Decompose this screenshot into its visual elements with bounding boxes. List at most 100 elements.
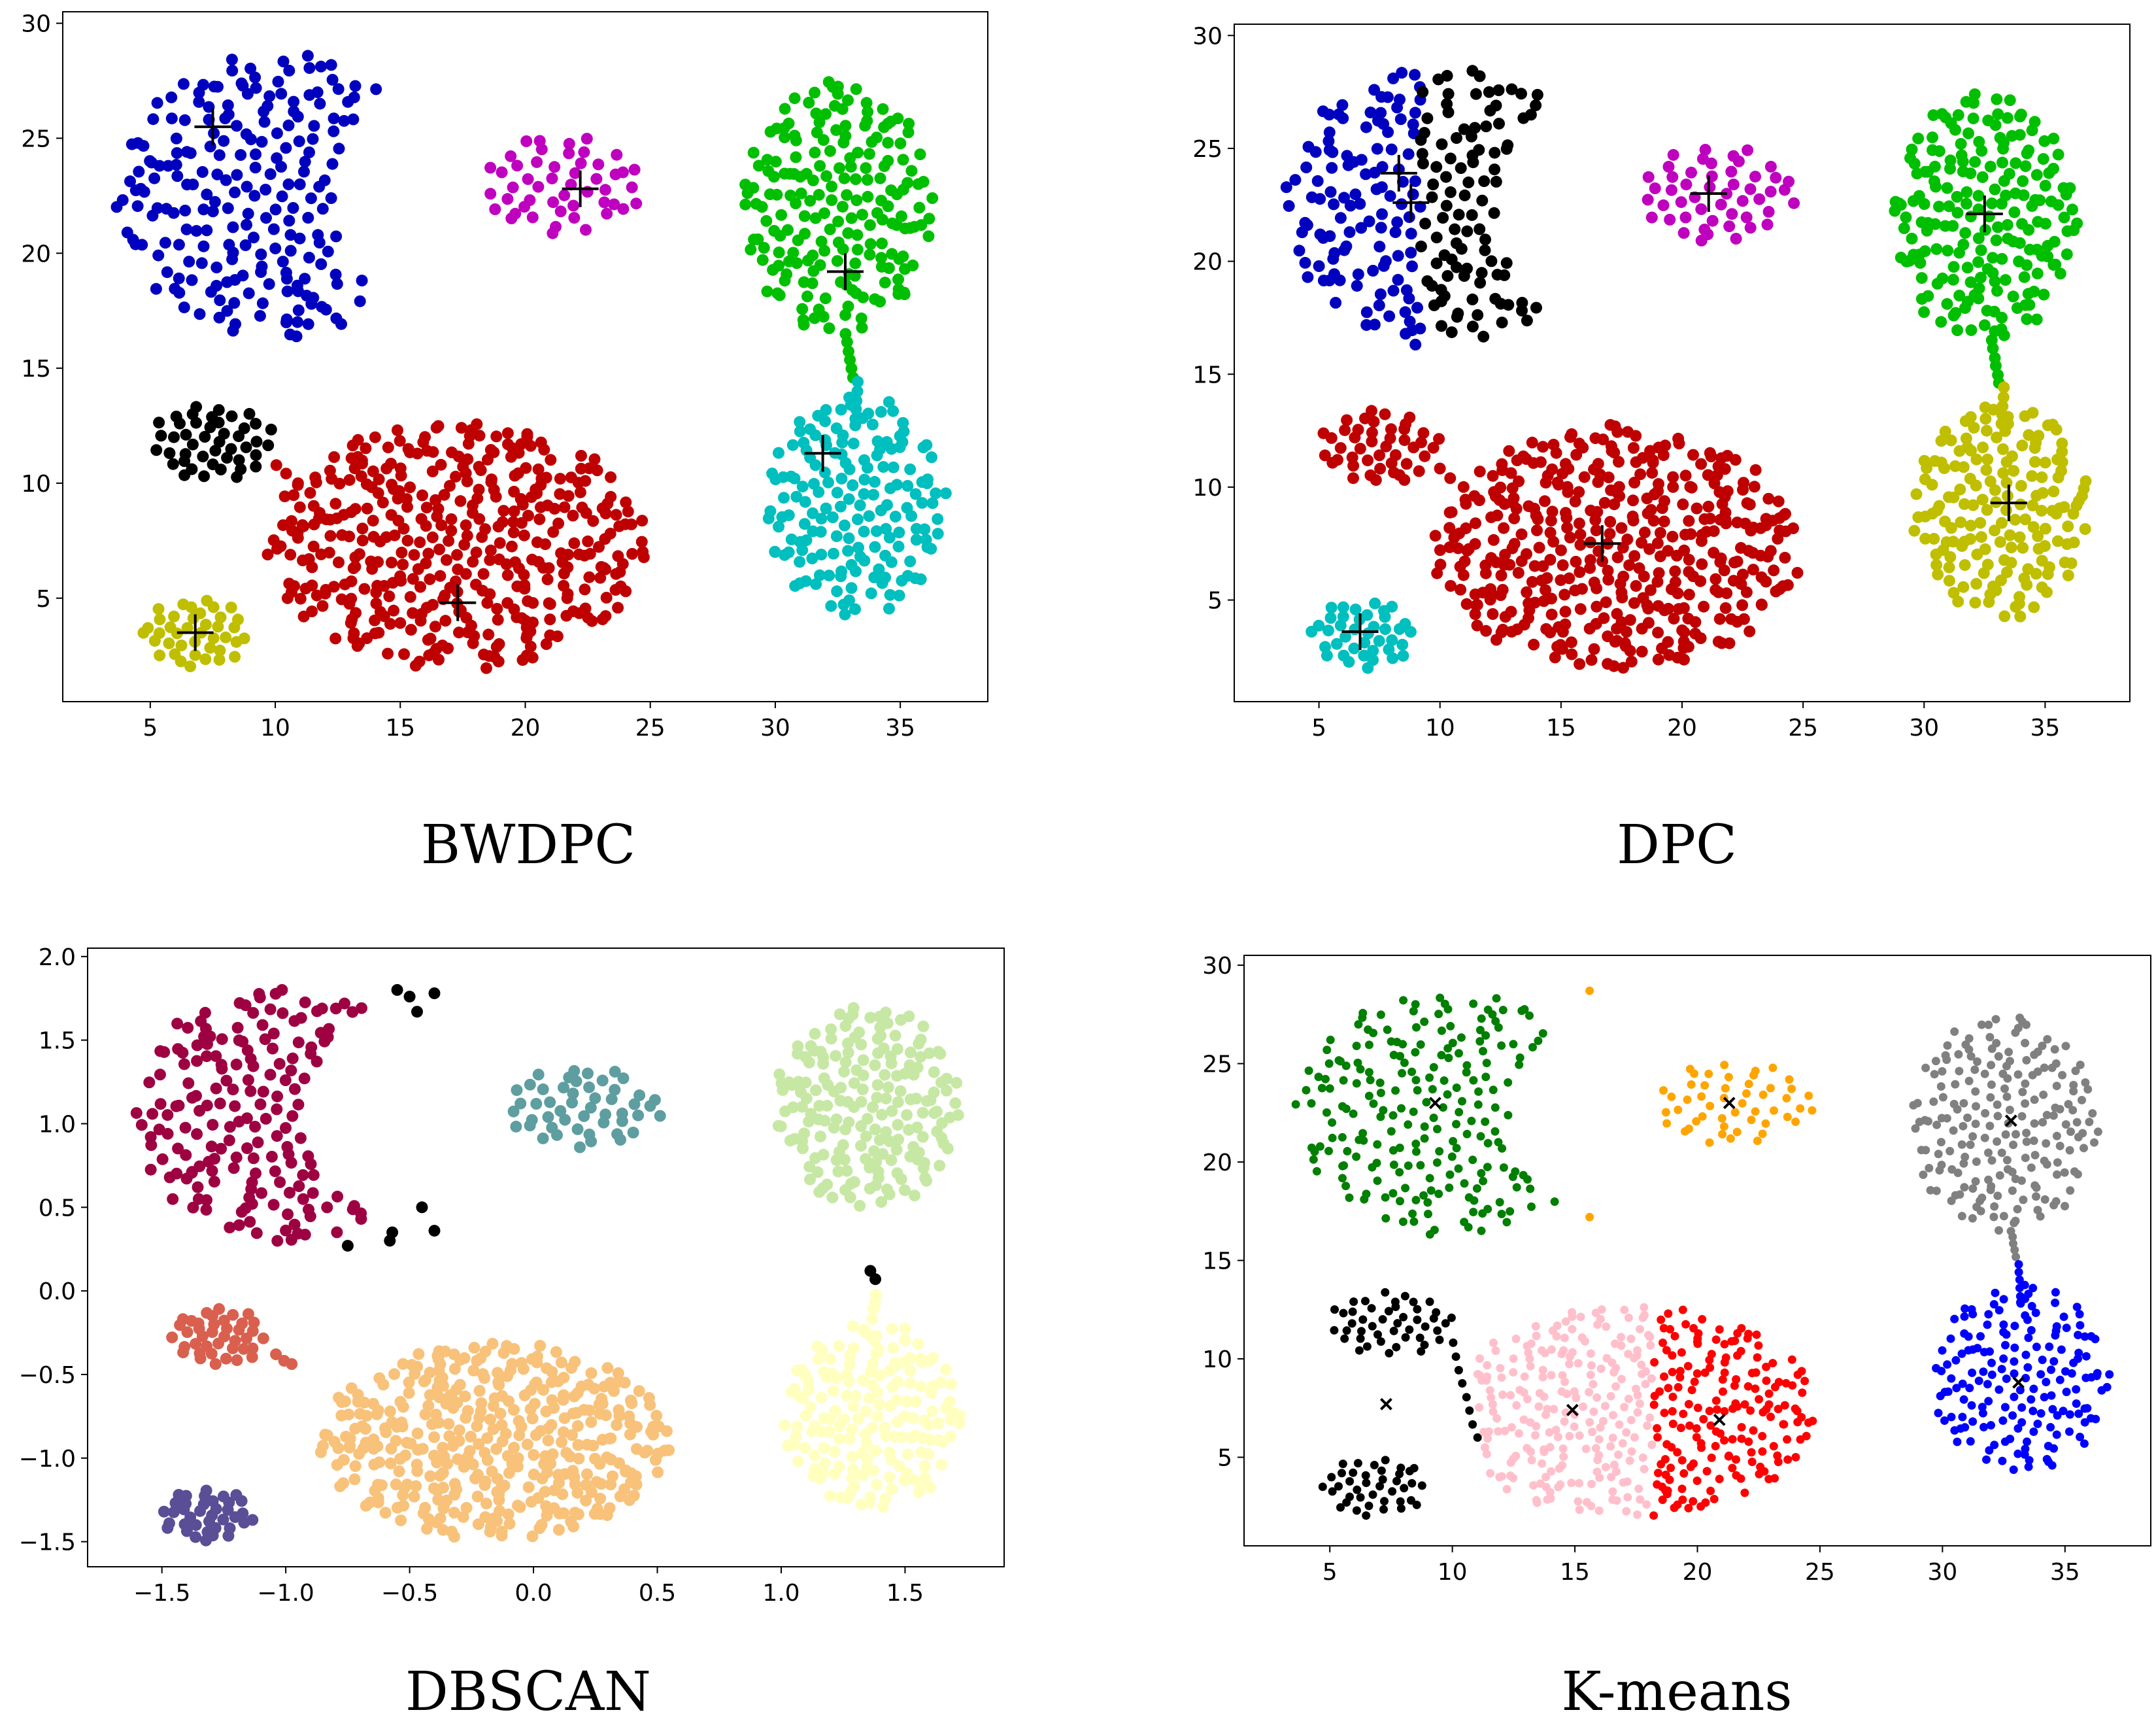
data-point	[479, 523, 492, 536]
data-point	[863, 510, 875, 522]
data-point	[1649, 182, 1661, 194]
center-marker-plus	[177, 614, 214, 651]
data-point	[1469, 1076, 1478, 1085]
data-point	[294, 178, 306, 190]
data-point	[945, 1378, 957, 1390]
data-point	[2054, 267, 2066, 280]
data-point	[493, 1494, 505, 1506]
data-point	[1355, 1346, 1364, 1355]
data-point	[280, 1224, 292, 1237]
data-point	[1647, 454, 1659, 466]
data-point	[1445, 326, 1458, 339]
data-point	[1496, 458, 1508, 470]
data-point	[231, 169, 243, 181]
data-point	[1497, 1210, 1506, 1218]
data-point	[882, 200, 894, 213]
data-point	[1600, 596, 1612, 608]
data-point	[1770, 1474, 1779, 1483]
data-point	[1930, 548, 1942, 560]
data-point	[156, 1153, 169, 1165]
data-point	[910, 1395, 922, 1408]
data-point	[543, 562, 555, 574]
data-point	[1425, 1297, 1434, 1307]
data-point	[847, 1320, 859, 1333]
data-point	[1488, 486, 1500, 498]
data-point	[1943, 491, 1955, 504]
data-point	[1404, 1161, 1413, 1170]
data-point	[301, 50, 314, 62]
data-point	[1435, 1147, 1444, 1156]
data-point	[1645, 211, 1658, 224]
data-point	[838, 519, 851, 532]
data-point	[1343, 656, 1355, 668]
data-point	[2023, 145, 2035, 156]
data-point	[496, 1419, 508, 1431]
data-point	[823, 570, 835, 582]
data-point	[643, 1392, 655, 1404]
data-point	[820, 403, 832, 416]
data-point	[1566, 428, 1578, 440]
data-point	[2030, 568, 2042, 580]
data-point	[1551, 476, 1564, 488]
data-point	[1585, 986, 1594, 995]
data-point	[1591, 1444, 1600, 1453]
data-point	[851, 229, 864, 241]
data-point	[304, 1210, 316, 1223]
data-point	[1472, 1184, 1481, 1193]
data-point	[1474, 1370, 1482, 1378]
data-point	[305, 1041, 318, 1053]
data-point	[620, 585, 632, 598]
data-point	[1407, 188, 1419, 201]
data-point	[884, 589, 896, 601]
data-point	[904, 1364, 917, 1376]
data-point	[1932, 568, 1944, 581]
data-point	[818, 245, 831, 257]
data-point	[311, 86, 324, 99]
data-point	[1547, 1467, 1556, 1476]
data-point	[1587, 1361, 1596, 1370]
data-point	[1766, 1412, 1775, 1422]
data-point	[2032, 1342, 2041, 1352]
data-point	[1537, 560, 1549, 572]
data-point	[1317, 427, 1330, 439]
data-point	[1642, 1367, 1651, 1376]
data-point	[471, 492, 484, 505]
data-point	[2062, 570, 2074, 581]
center-marker-plus	[562, 170, 599, 207]
data-point	[222, 109, 235, 121]
data-point	[609, 1084, 621, 1096]
data-point	[1364, 1040, 1373, 1050]
data-point	[1596, 1364, 1606, 1373]
data-point	[1999, 1212, 2008, 1221]
data-point	[1470, 599, 1483, 611]
data-point	[926, 497, 939, 509]
data-point	[739, 179, 752, 191]
data-point	[1477, 1169, 1486, 1178]
data-point	[1520, 1372, 1529, 1381]
data-point	[403, 991, 416, 1003]
data-point	[1990, 234, 2002, 247]
data-point	[414, 581, 426, 593]
data-point	[1742, 1089, 1751, 1098]
data-point	[154, 649, 166, 662]
data-point	[2074, 1331, 2083, 1340]
data-point	[1614, 577, 1626, 590]
dbscan-cluster-noise-upper	[341, 983, 441, 1252]
data-point	[1728, 1435, 1737, 1444]
data-point	[1397, 1104, 1406, 1113]
data-point	[1489, 1085, 1498, 1095]
data-point	[275, 88, 288, 100]
data-point	[596, 1074, 609, 1087]
data-point	[220, 631, 232, 643]
data-point	[2008, 1167, 2017, 1176]
data-point	[540, 638, 552, 650]
data-point	[1487, 608, 1499, 620]
data-point	[2051, 1059, 2061, 1068]
data-point	[1658, 1495, 1667, 1505]
dbscan-cluster-noise-bridge	[864, 1265, 881, 1286]
data-point	[2036, 1370, 2046, 1379]
data-point	[354, 295, 366, 307]
data-point	[1555, 544, 1567, 556]
data-point	[1971, 1177, 1980, 1186]
data-point	[1900, 211, 1912, 224]
